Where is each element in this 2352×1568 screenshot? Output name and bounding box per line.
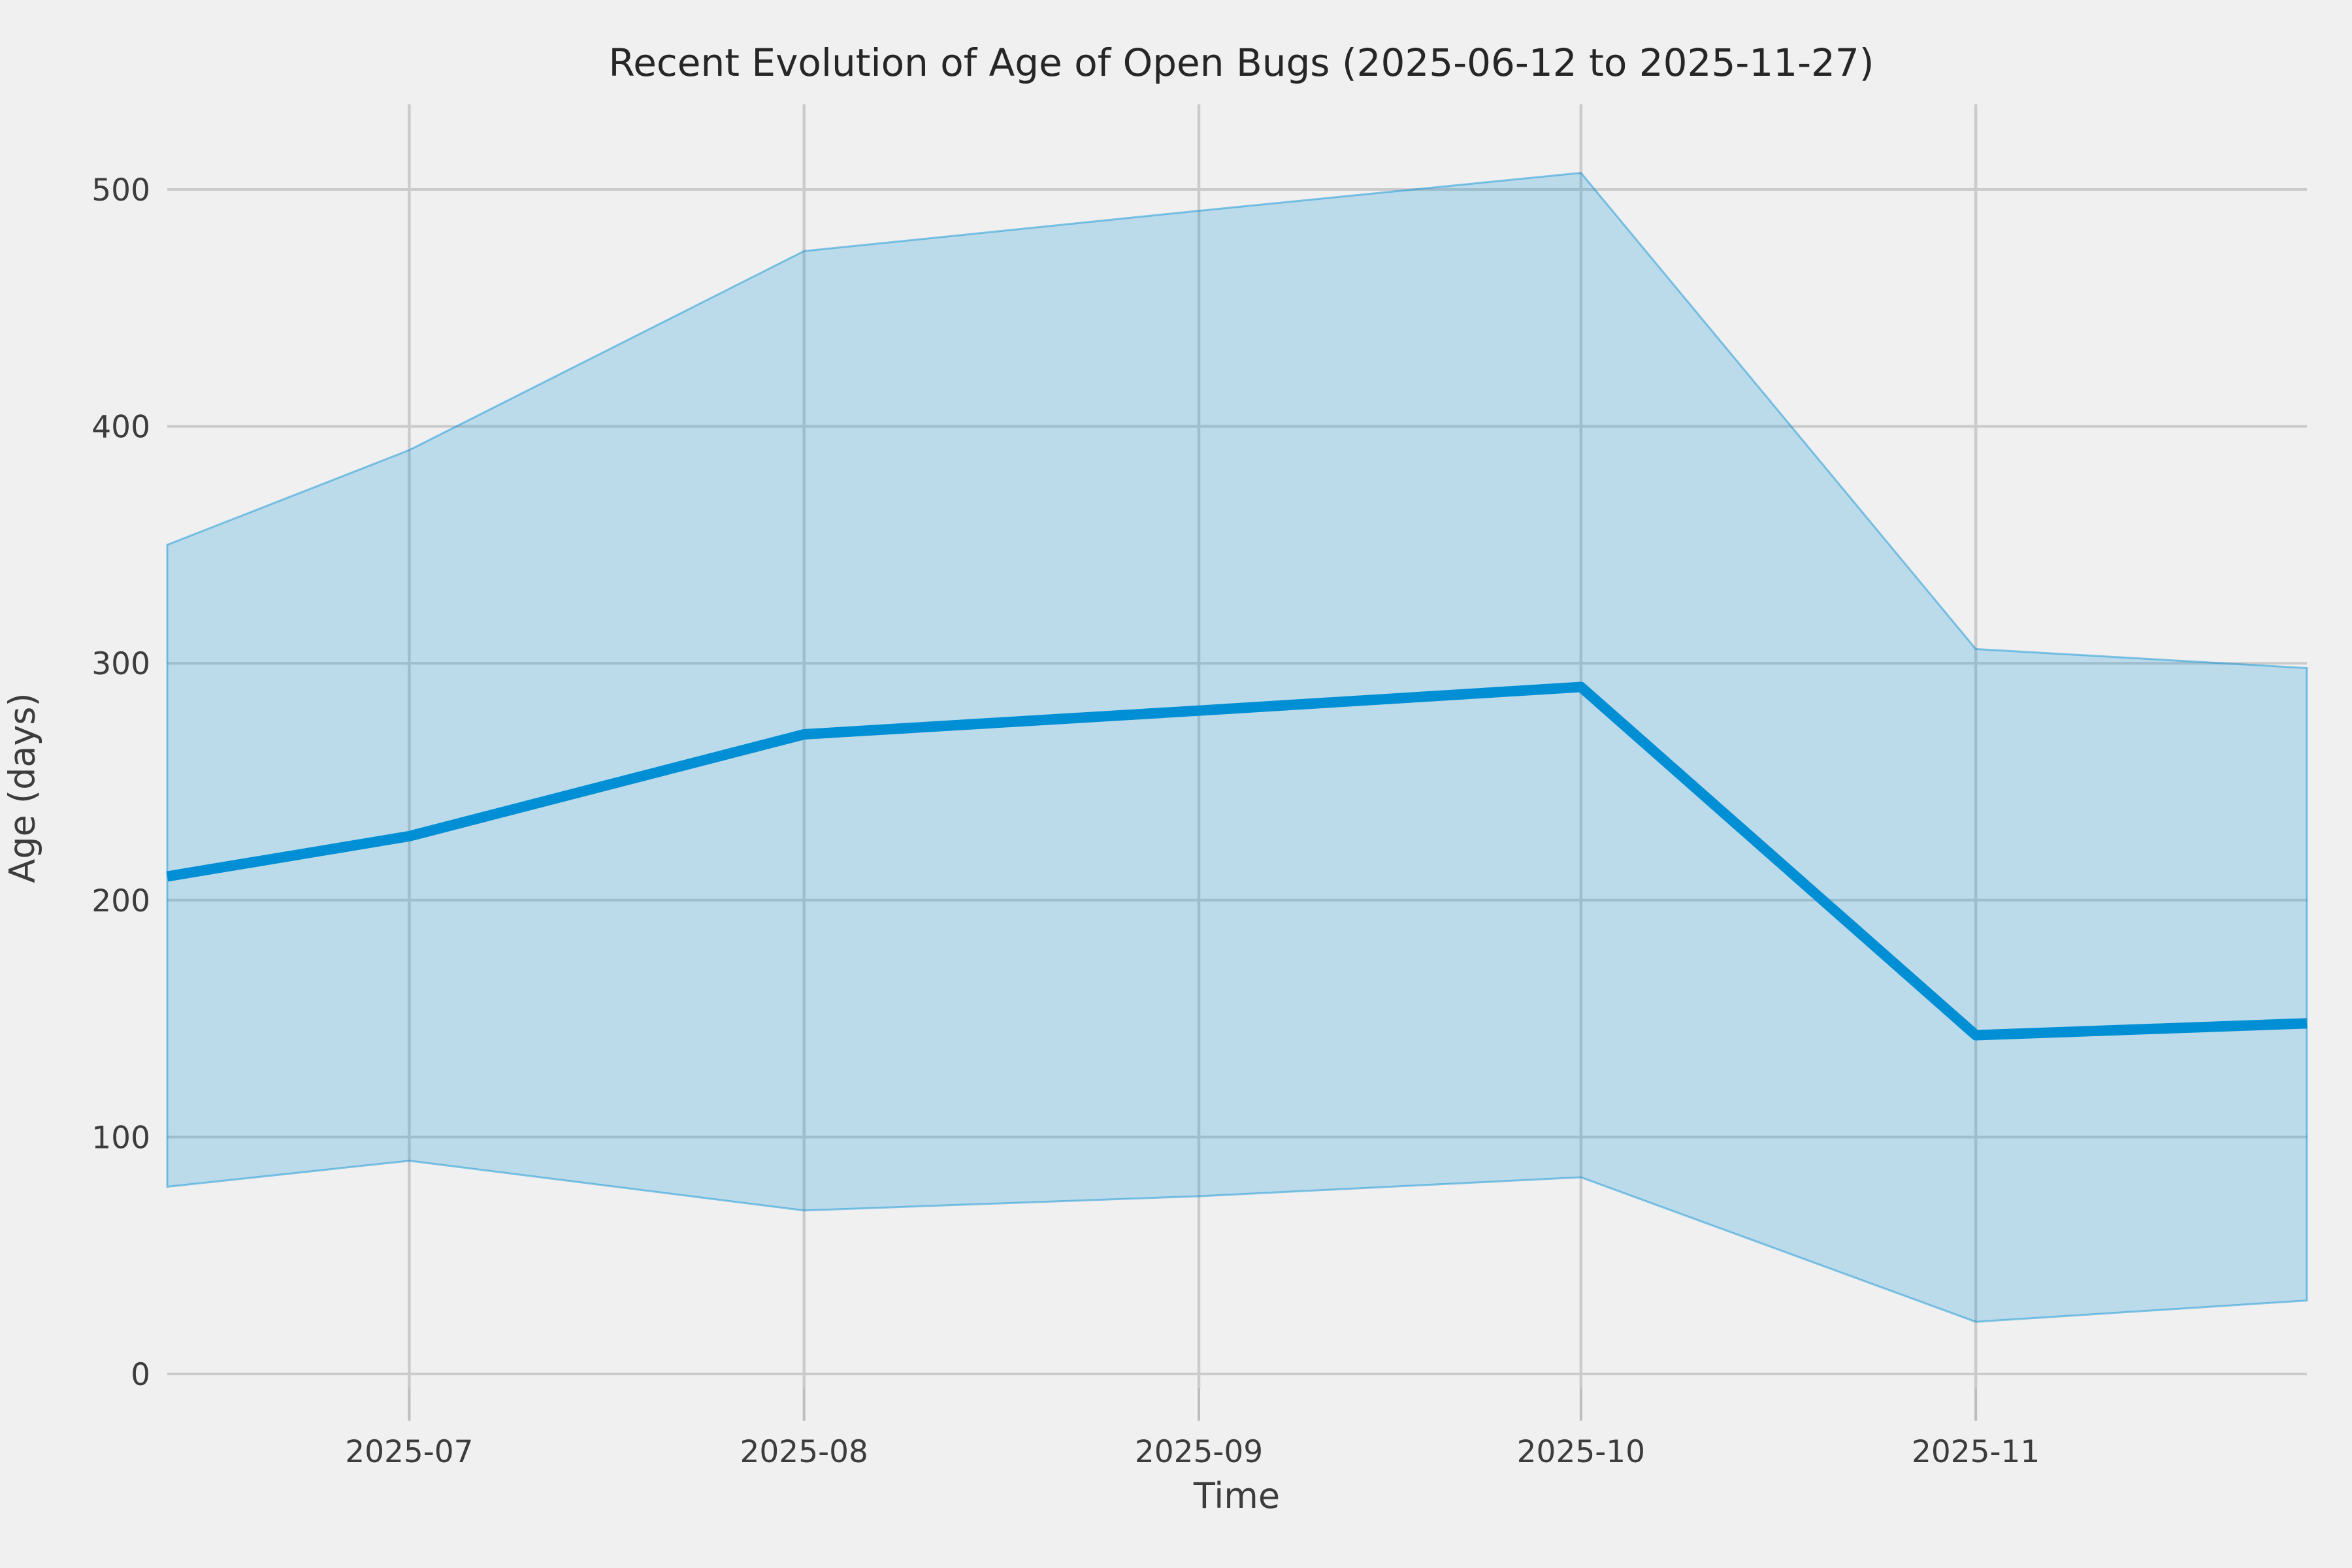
y-tick-label-500: 500 xyxy=(91,172,150,208)
y-tick-label-400: 400 xyxy=(91,410,150,446)
y-tick-label-300: 300 xyxy=(91,646,150,682)
y-tick-label-200: 200 xyxy=(91,883,150,919)
x-tick-label-2025-08: 2025-08 xyxy=(740,1434,868,1470)
x-tick-label-2025-07: 2025-07 xyxy=(345,1434,473,1470)
x-axis-label: Time xyxy=(1193,1475,1281,1516)
x-tick-label-2025-10: 2025-10 xyxy=(1517,1434,1645,1470)
y-tick-label-100: 100 xyxy=(91,1120,150,1156)
y-axis-label: Age (days) xyxy=(1,693,43,883)
confidence-band xyxy=(166,172,2308,1323)
x-tick-label-2025-11: 2025-11 xyxy=(1912,1434,2040,1470)
median-line xyxy=(166,681,2308,1041)
y-tick-label-0: 0 xyxy=(131,1357,150,1393)
chart-title: Recent Evolution of Age of Open Bugs (20… xyxy=(608,41,1874,85)
x-tick-label-2025-09: 2025-09 xyxy=(1135,1434,1263,1470)
